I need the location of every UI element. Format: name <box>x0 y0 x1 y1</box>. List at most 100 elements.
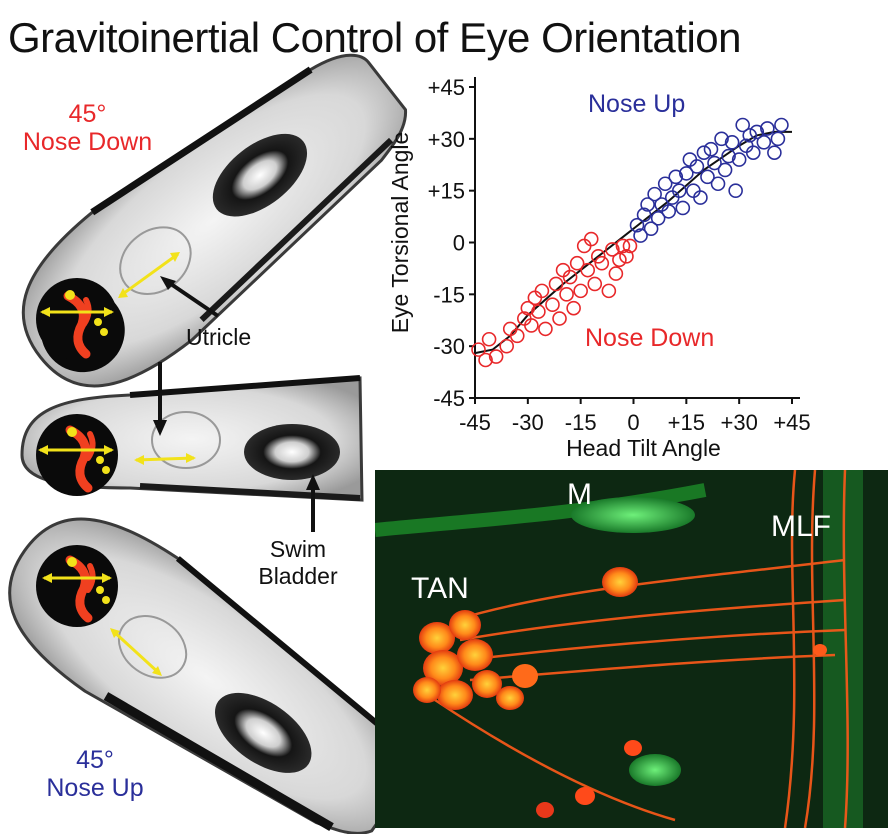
nose-up-point <box>728 183 743 198</box>
nose-down-point <box>499 338 515 354</box>
y-tick-label: +15 <box>428 179 465 204</box>
nose-up-point <box>671 183 687 198</box>
neuron-micrograph: M MLF TAN <box>375 470 888 828</box>
nose-up-text: Nose Up <box>46 774 144 802</box>
nose-up-point <box>731 152 747 167</box>
nose-down-point <box>590 249 606 264</box>
nose-down-point <box>552 311 567 326</box>
nose-down-point <box>478 352 493 368</box>
nose-down-point <box>605 242 620 257</box>
nose-down-point <box>534 283 550 299</box>
nose-up-point <box>657 176 673 192</box>
x-tick-label: +45 <box>773 410 810 435</box>
nose-up-point <box>721 148 736 164</box>
nose-down-angle: 45° <box>68 100 107 128</box>
y-tick-label: -45 <box>433 386 465 411</box>
nose-down-point <box>562 269 578 285</box>
nose-down-point <box>509 328 525 344</box>
nose-up-point <box>703 141 719 157</box>
swim-bladder-line-2: Bladder <box>258 563 338 589</box>
swim-bladder-line-1: Swim <box>269 536 327 562</box>
nose-down-annotation: Nose Down <box>585 324 714 352</box>
nose-down-point <box>587 276 603 292</box>
nose-down-point <box>601 283 617 299</box>
fish-level <box>20 362 364 532</box>
nose-down-point <box>488 349 504 364</box>
nose-down-point <box>538 321 553 337</box>
nose-up-point <box>735 117 750 133</box>
nose-up-point <box>661 204 677 219</box>
nose-up-point <box>707 155 722 171</box>
x-tick-label: +30 <box>721 410 758 435</box>
nose-down-point <box>520 300 536 316</box>
x-tick-label: -30 <box>512 410 544 435</box>
nose-up-point <box>774 117 789 133</box>
nose-up-point <box>710 176 726 192</box>
nose-down-point <box>569 255 585 271</box>
tan-cluster <box>413 567 827 818</box>
nose-up-label: 45° Nose Up <box>30 746 160 802</box>
nose-up-point <box>700 169 715 185</box>
utricle-label: Utricle <box>186 324 252 350</box>
nose-down-point <box>583 231 599 247</box>
figure-title: Gravitoinertial Control of Eye Orientati… <box>8 14 742 61</box>
x-tick-label: +15 <box>668 410 705 435</box>
nose-down-point <box>566 300 581 316</box>
nose-up-point <box>668 169 684 185</box>
nose-down-point <box>580 262 596 278</box>
nose-down-point <box>608 266 624 281</box>
nose-up-point <box>760 121 775 136</box>
nose-down-label: 45° Nose Down <box>10 100 165 156</box>
fit-curve <box>474 130 792 355</box>
nose-down-point <box>594 255 610 271</box>
nose-up-point <box>693 190 708 205</box>
nose-down-point <box>555 262 571 278</box>
nose-up-point <box>742 128 758 143</box>
nose-down-text: Nose Down <box>22 128 153 156</box>
y-tick-label: +45 <box>428 75 465 100</box>
nose-up-point <box>647 186 662 202</box>
nose-up-point <box>696 145 712 160</box>
nose-up-point <box>770 131 786 147</box>
nose-down-point <box>622 238 638 254</box>
nose-down-point <box>548 276 564 292</box>
y-tick-label: +30 <box>428 127 465 152</box>
nose-down-point <box>531 304 546 319</box>
label-tan: TAN <box>411 572 469 605</box>
nose-up-point <box>749 124 765 140</box>
nose-up-point <box>714 131 729 147</box>
nose-up-point <box>745 145 761 160</box>
nose-up-point <box>675 200 691 216</box>
nose-up-point <box>682 152 698 167</box>
x-tick-label: -45 <box>459 410 491 435</box>
label-m: M <box>567 478 592 511</box>
label-mlf: MLF <box>771 510 831 543</box>
nose-down-point <box>471 342 486 357</box>
nose-down-point <box>527 290 543 306</box>
nose-down-point <box>559 287 574 302</box>
nose-down-point <box>481 331 497 347</box>
nose-up-point <box>767 145 782 160</box>
y-tick-label: -30 <box>433 334 465 359</box>
nose-down-point <box>612 252 627 268</box>
nose-up-point <box>724 134 740 150</box>
nose-up-point <box>636 207 652 223</box>
fish-nose-down-eye-markings <box>36 278 118 360</box>
micrograph-image <box>375 470 888 828</box>
nose-down-point <box>545 297 560 313</box>
nose-up-point <box>689 159 705 174</box>
fish-nose-up-eye-markings <box>36 545 118 627</box>
nose-up-point <box>717 162 733 178</box>
nose-up-point <box>633 228 648 243</box>
nose-up-annotation: Nose Up <box>588 90 685 118</box>
nose-up-point <box>650 211 666 226</box>
swim-bladder-label: Swim Bladder <box>250 536 346 590</box>
nose-up-point <box>629 217 645 233</box>
nose-down-point <box>615 238 631 254</box>
nose-up-point <box>686 183 701 198</box>
nose-down-point <box>576 238 592 254</box>
x-tick-label: 0 <box>627 410 639 435</box>
nose-up-point <box>756 134 772 150</box>
